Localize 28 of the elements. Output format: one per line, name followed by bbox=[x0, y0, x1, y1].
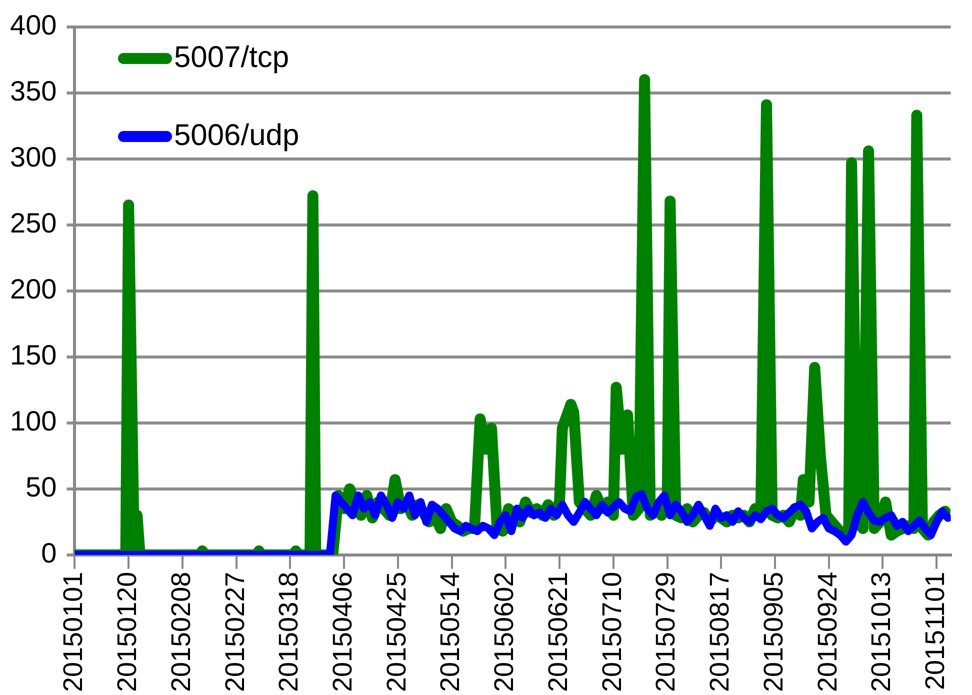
x-tick-label: 20150924 bbox=[812, 572, 842, 692]
x-tick-label: 20150905 bbox=[758, 572, 788, 692]
x-tick-label: 20150425 bbox=[381, 572, 412, 692]
x-tick-label: 20151013 bbox=[866, 572, 896, 692]
y-tick-label: 100 bbox=[10, 406, 57, 437]
x-tick-label: 20150621 bbox=[542, 572, 573, 692]
x-tick-label: 20150602 bbox=[489, 572, 520, 692]
legend-label: 5007/tcp bbox=[174, 41, 290, 75]
y-tick-label: 200 bbox=[10, 274, 57, 305]
y-tick-label: 50 bbox=[26, 472, 57, 503]
x-tick-label: 20150120 bbox=[112, 572, 142, 692]
y-tick-label: 350 bbox=[10, 76, 57, 107]
x-tick-label: 20150208 bbox=[166, 572, 196, 692]
y-tick-label: 0 bbox=[41, 538, 57, 569]
legend-label: 5006/udp bbox=[174, 119, 300, 153]
y-tick-label: 300 bbox=[10, 142, 57, 173]
y-tick-label: 400 bbox=[10, 10, 57, 41]
x-tick-label: 20150817 bbox=[704, 572, 735, 692]
y-tick-label: 150 bbox=[10, 340, 57, 371]
x-tick-label: 20150406 bbox=[328, 572, 358, 692]
x-tick-label: 20151101 bbox=[920, 572, 950, 690]
y-tick-label: 250 bbox=[10, 208, 57, 239]
x-tick-label: 20150227 bbox=[220, 572, 250, 692]
x-tick-label: 20150710 bbox=[596, 572, 627, 692]
x-tick-label: 20150514 bbox=[435, 572, 466, 692]
x-tick-label: 20150101 bbox=[58, 572, 88, 692]
x-tick-label: 20150318 bbox=[274, 572, 304, 692]
x-tick-label: 20150729 bbox=[650, 572, 681, 692]
